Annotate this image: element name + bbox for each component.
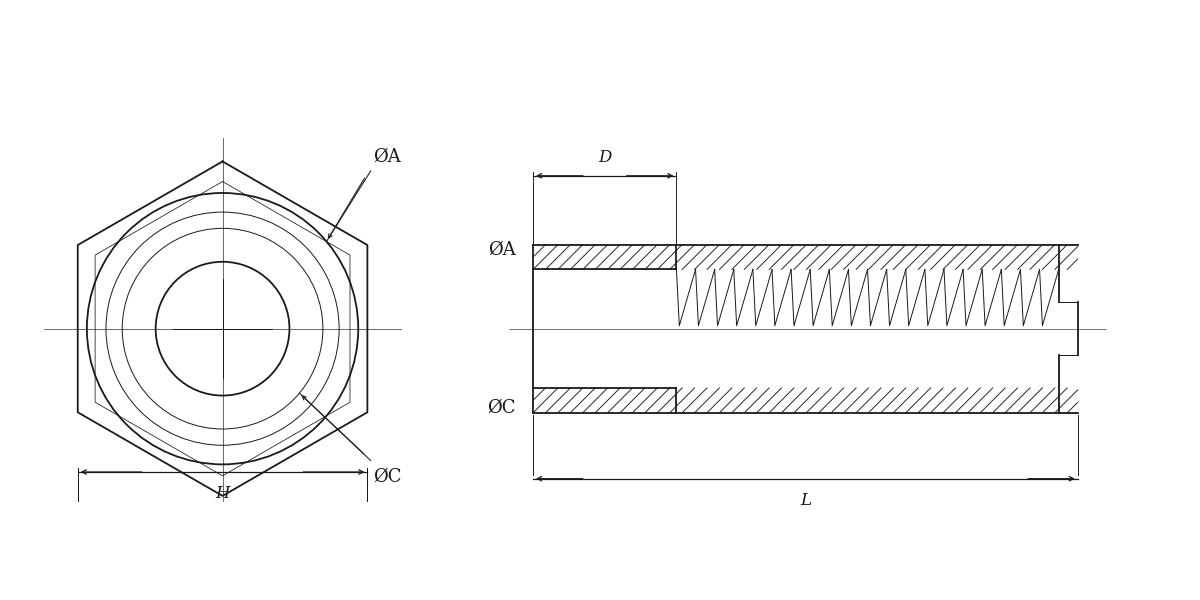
Text: L: L (800, 492, 811, 509)
Text: ØC: ØC (373, 468, 402, 486)
Text: ØA: ØA (488, 241, 516, 259)
Text: ØC: ØC (487, 399, 516, 417)
Text: ØA: ØA (373, 148, 401, 166)
Text: D: D (598, 149, 612, 166)
Text: H: H (215, 485, 230, 502)
